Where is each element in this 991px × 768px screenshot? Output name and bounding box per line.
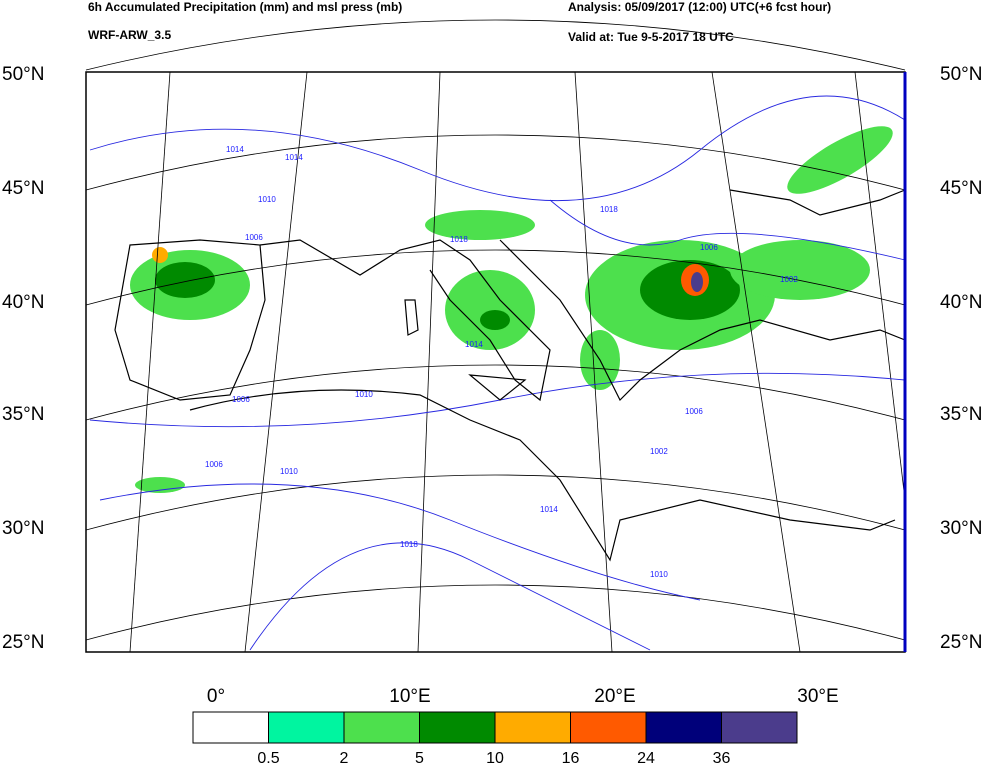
color-box (419, 711, 496, 744)
color-box (192, 711, 269, 744)
title: 6h Accumulated Precipitation (mm) and ms… (88, 0, 402, 14)
isobar-label: 1014 (285, 153, 303, 162)
lat-label: 25°N (2, 632, 44, 653)
lat-label: 40°N (2, 292, 44, 313)
lon-label: 10°E (389, 686, 430, 707)
lat-label: 30°N (2, 518, 44, 539)
lat-label: 50°N (940, 64, 982, 85)
lon-label: 20°E (594, 686, 635, 707)
isobar-label: 1014 (465, 340, 483, 349)
isobar-label: 1002 (650, 447, 668, 456)
lon-label: 30°E (797, 686, 838, 707)
bound-label: 36 (713, 750, 731, 767)
isobars (89, 95, 906, 651)
isobar-label: 1010 (258, 195, 276, 204)
color-box (570, 711, 647, 744)
analysis: Analysis: 05/09/2017 (12:00) UTC(+6 fcst… (568, 0, 831, 14)
isobar-label: 1010 (355, 390, 373, 399)
isobar-labels: 1014 1010 1006 1014 1018 1006 1002 1014 1006 1010… (205, 145, 798, 579)
lon-label: 0° (207, 686, 225, 707)
lat-label: 35°N (940, 404, 982, 425)
coastlines (114, 189, 906, 562)
isobar-label: 1010 (650, 570, 668, 579)
valid-time: Valid at: Tue 9-5-2017 18 UTC (568, 30, 734, 44)
graticule (85, 19, 906, 653)
color-box (645, 711, 722, 744)
lat-label: 50°N (2, 64, 44, 85)
isobar-label: 1014 (540, 505, 558, 514)
isobar-label: 1006 (245, 233, 263, 242)
isobar-label: 1018 (400, 540, 418, 549)
precip (130, 126, 893, 493)
isobar-label: 1006 (232, 395, 250, 404)
map-frame (85, 71, 906, 653)
isobar-label: 1018 (450, 235, 468, 244)
color-box (721, 711, 798, 744)
isobar-label: 1010 (280, 467, 298, 476)
lat-label: 45°N (940, 178, 982, 199)
bound-label: 0.5 (257, 750, 279, 767)
lat-label: 45°N (2, 178, 44, 199)
colorbar: 0.5 2 5 10 16 24 36 (192, 711, 798, 767)
bound-label: 24 (637, 750, 655, 767)
lat-label: 30°N (940, 518, 982, 539)
lat-label: 35°N (2, 404, 44, 425)
model: WRF-ARW_3.5 (88, 28, 171, 42)
isobar-label: 1014 (226, 145, 244, 154)
map (85, 19, 907, 653)
lat-label: 25°N (940, 632, 982, 653)
isobar-label: 1002 (780, 275, 798, 284)
isobar-label: 1006 (700, 243, 718, 252)
lat-label: 40°N (940, 292, 982, 313)
lat-labels: 50°N 50°N 45°N 45°N 40°N 40°N 35°N 35°N 30°N 30°N… (2, 64, 982, 653)
bound-label: 16 (562, 750, 580, 767)
color-box (494, 711, 571, 744)
color-box (343, 711, 420, 744)
lon-labels: 0° 10°E 20°E 30°E (207, 686, 839, 707)
bound-label: 10 (486, 750, 504, 767)
bound-label: 5 (415, 750, 424, 767)
bound-label: 2 (340, 750, 349, 767)
color-box (268, 711, 345, 744)
isobar-label: 1018 (600, 205, 618, 214)
isobar-label: 1006 (685, 407, 703, 416)
isobar-label: 1006 (205, 460, 223, 469)
